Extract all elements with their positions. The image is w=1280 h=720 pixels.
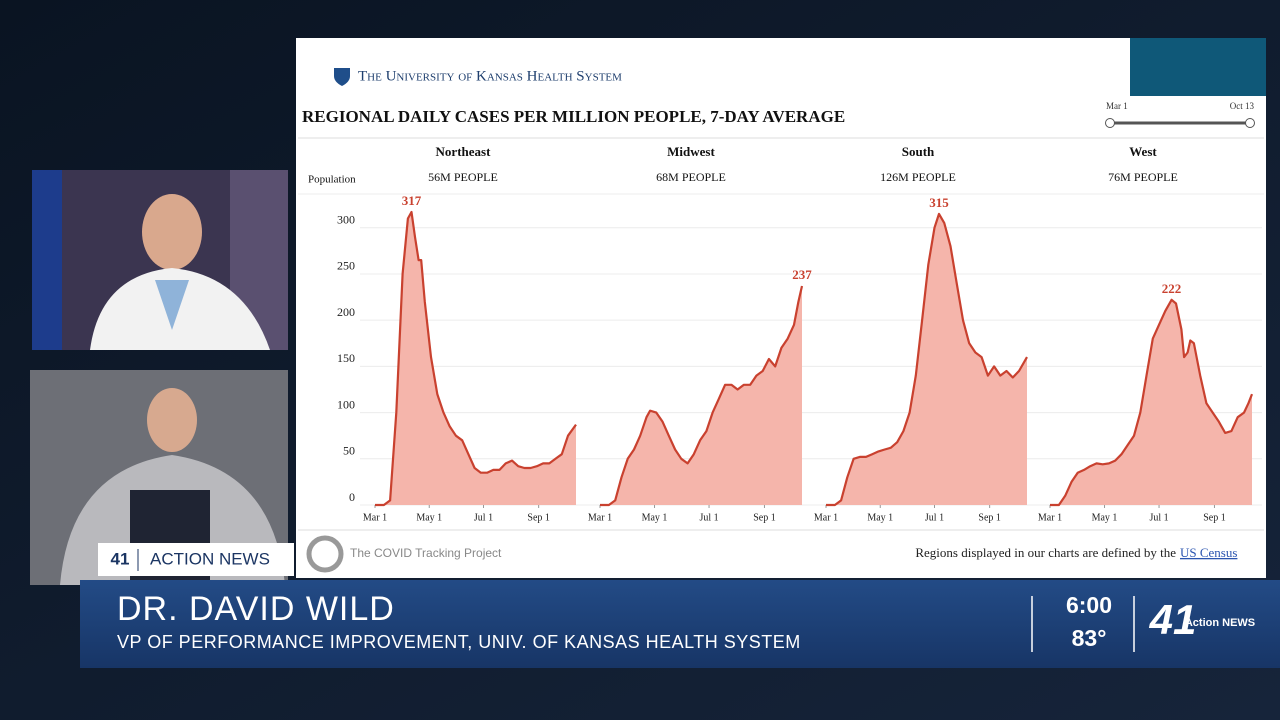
line [826,212,1028,507]
x-tick-label: Jul 1 [699,512,718,523]
region-title: South [902,144,935,159]
peak-label: 317 [402,193,422,208]
x-tick-label: May 1 [416,512,442,523]
org-name: The University of Kansas Health System [358,68,622,84]
lower-third [80,580,1280,668]
area [826,213,1027,505]
region-title: Northeast [436,144,492,159]
y-tick-label: 200 [337,305,355,319]
x-tick-label: Sep 1 [1203,512,1226,523]
x-tick-label: Jul 1 [1149,512,1168,523]
region-title: West [1129,144,1157,159]
region-population: 126M PEOPLE [880,170,956,184]
area [375,212,576,505]
line [600,285,804,507]
area [600,286,802,505]
peak-label: 315 [929,195,949,210]
area [1050,299,1252,505]
x-tick-label: Mar 1 [1038,512,1062,523]
peak-label: 222 [1162,281,1182,296]
bug-channel: 41 [111,549,130,568]
region-title: Midwest [667,144,715,159]
y-tick-label: 300 [337,212,355,226]
x-tick-label: Mar 1 [814,512,838,523]
slider-handle[interactable] [1105,118,1115,128]
x-tick-label: Sep 1 [978,512,1001,523]
x-tick-label: Sep 1 [527,512,550,523]
panel-title: REGIONAL DAILY CASES PER MILLION PEOPLE,… [302,107,845,126]
y-tick-label: 150 [337,351,355,365]
y-tick-label: 250 [337,259,355,273]
line [375,210,577,507]
population-label: Population [308,174,356,186]
speaker-name: DR. DAVID WILD [117,590,395,628]
time: 6:00 [1066,592,1112,618]
footer-link[interactable]: US Census [1180,545,1237,560]
logo-text: Action NEWS [1185,617,1255,629]
region-population: 76M PEOPLE [1108,170,1178,184]
x-tick-label: Sep 1 [753,512,776,523]
y-tick-label: 50 [343,444,355,458]
footer-note: Regions displayed in our charts are defi… [915,545,1176,560]
region-population: 68M PEOPLE [656,170,726,184]
x-tick-label: Jul 1 [474,512,493,523]
x-tick-label: Mar 1 [363,512,387,523]
org-logo [334,68,350,86]
x-tick-label: May 1 [867,512,893,523]
line [1050,298,1254,507]
y-tick-label: 0 [349,490,355,504]
temperature: 83° [1072,625,1107,651]
bug [98,543,294,576]
source-logo [306,535,344,573]
doctor-video [32,170,288,350]
logo-number: 41 [1149,596,1197,643]
slider-handle[interactable] [1245,118,1255,128]
x-tick-label: Mar 1 [588,512,612,523]
y-tick-label: 100 [337,397,355,411]
source: The COVID Tracking Project [350,546,502,560]
brand-block [1130,38,1266,96]
slider-end: Oct 13 [1230,101,1255,111]
slider-start: Mar 1 [1106,101,1128,111]
peak-label: 237 [792,267,812,282]
speaker-role: VP OF PERFORMANCE IMPROVEMENT, UNIV. OF … [117,632,801,652]
x-tick-label: May 1 [642,512,668,523]
bug-text: ACTION NEWS [150,549,270,568]
x-tick-label: May 1 [1092,512,1118,523]
charts: Northeast 56M PEOPLE 0 50 100 150 200 250 300 Mar… [337,144,1262,523]
region-population: 56M PEOPLE [428,170,498,184]
x-tick-label: Jul 1 [925,512,944,523]
